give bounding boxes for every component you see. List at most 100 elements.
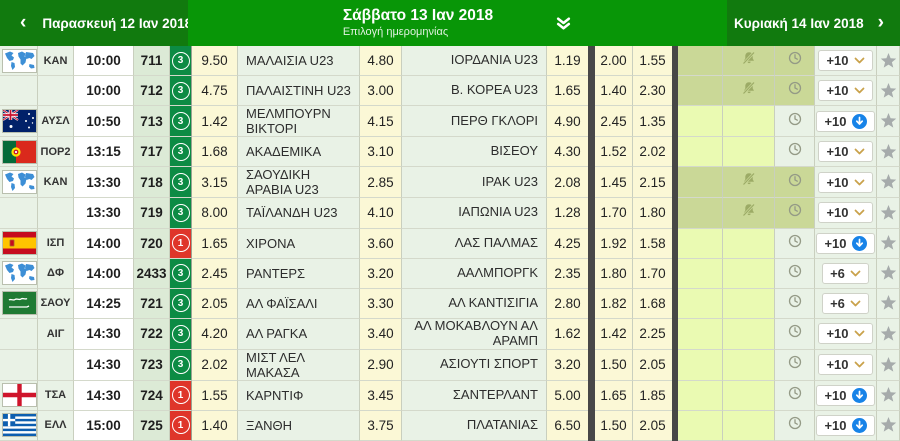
favorite-star-icon[interactable] xyxy=(877,137,900,168)
markets-count-badge[interactable]: 1 xyxy=(170,380,192,411)
odds-under-button[interactable]: 1.35 xyxy=(633,106,672,138)
odds-under-button[interactable]: 1.85 xyxy=(633,380,672,411)
odds-draw-button[interactable]: 4.80 xyxy=(360,46,402,77)
favorite-star-icon[interactable] xyxy=(877,349,900,381)
markets-count-badge[interactable]: 3 xyxy=(170,76,192,107)
odds-under-button[interactable]: 1.58 xyxy=(633,228,672,259)
odds-draw-button[interactable]: 3.30 xyxy=(360,288,402,319)
match-timer-cell[interactable] xyxy=(775,106,815,138)
more-odds-button[interactable]: +10 xyxy=(818,171,873,193)
markets-count-badge[interactable]: 3 xyxy=(170,167,192,199)
match-timer-cell[interactable] xyxy=(775,137,815,168)
odds-under-button[interactable]: 2.05 xyxy=(633,410,672,441)
markets-count-badge[interactable]: 3 xyxy=(170,349,192,381)
more-odds-button[interactable]: +10 xyxy=(816,110,875,132)
odds-over-button[interactable]: 1.70 xyxy=(595,198,633,229)
match-timer-cell[interactable] xyxy=(775,380,815,411)
favorite-star-icon[interactable] xyxy=(877,318,900,350)
odds-away-button[interactable]: 6.50 xyxy=(547,410,588,441)
markets-count-badge[interactable]: 1 xyxy=(170,410,192,441)
date-picker-button[interactable]: Σάββατο 13 Ιαν 2018 Επιλογή ημερομηνίας xyxy=(188,0,727,46)
odds-away-button[interactable]: 3.20 xyxy=(547,349,588,381)
odds-draw-button[interactable]: 3.60 xyxy=(360,228,402,259)
more-odds-button[interactable]: +10 xyxy=(818,141,873,163)
match-timer-cell[interactable] xyxy=(775,410,815,441)
odds-draw-button[interactable]: 4.10 xyxy=(360,198,402,229)
more-odds-button[interactable]: +6 xyxy=(822,292,869,314)
match-timer-cell[interactable] xyxy=(775,228,815,259)
next-day-button[interactable]: Κυριακή 14 Ιαν 2018 › xyxy=(727,0,900,46)
favorite-star-icon[interactable] xyxy=(877,167,900,199)
more-odds-button[interactable]: +10 xyxy=(816,384,875,406)
odds-under-button[interactable]: 1.70 xyxy=(633,258,672,289)
odds-away-button[interactable]: 2.80 xyxy=(547,288,588,319)
odds-over-button[interactable]: 1.52 xyxy=(595,137,633,168)
match-timer-cell[interactable] xyxy=(775,288,815,319)
more-odds-button[interactable]: +10 xyxy=(818,202,873,224)
odds-home-button[interactable]: 1.55 xyxy=(192,380,238,411)
markets-count-badge[interactable]: 3 xyxy=(170,46,192,77)
more-odds-button[interactable]: +10 xyxy=(818,50,873,72)
favorite-star-icon[interactable] xyxy=(877,228,900,259)
odds-under-button[interactable]: 2.15 xyxy=(633,167,672,199)
odds-over-button[interactable]: 1.40 xyxy=(595,76,633,107)
markets-count-badge[interactable]: 3 xyxy=(170,288,192,319)
odds-home-button[interactable]: 1.42 xyxy=(192,106,238,138)
odds-home-button[interactable]: 2.05 xyxy=(192,288,238,319)
match-timer-cell[interactable] xyxy=(775,349,815,381)
odds-over-button[interactable]: 1.82 xyxy=(595,288,633,319)
more-odds-button[interactable]: +10 xyxy=(816,414,875,436)
odds-draw-button[interactable]: 3.00 xyxy=(360,76,402,107)
odds-away-button[interactable]: 4.25 xyxy=(547,228,588,259)
odds-home-button[interactable]: 1.65 xyxy=(192,228,238,259)
markets-count-badge[interactable]: 3 xyxy=(170,198,192,229)
odds-away-button[interactable]: 1.65 xyxy=(547,76,588,107)
more-odds-button[interactable]: +10 xyxy=(818,80,873,102)
odds-draw-button[interactable]: 3.75 xyxy=(360,410,402,441)
markets-count-badge[interactable]: 3 xyxy=(170,137,192,168)
odds-over-button[interactable]: 2.00 xyxy=(595,46,633,77)
match-timer-cell[interactable] xyxy=(775,318,815,350)
match-timer-cell[interactable] xyxy=(775,76,815,107)
odds-under-button[interactable]: 1.55 xyxy=(633,46,672,77)
markets-count-badge[interactable]: 3 xyxy=(170,106,192,138)
match-timer-cell[interactable] xyxy=(775,167,815,199)
odds-draw-button[interactable]: 2.85 xyxy=(360,167,402,199)
odds-away-button[interactable]: 2.08 xyxy=(547,167,588,199)
odds-over-button[interactable]: 2.45 xyxy=(595,106,633,138)
odds-home-button[interactable]: 4.20 xyxy=(192,318,238,350)
odds-home-button[interactable]: 3.15 xyxy=(192,167,238,199)
more-odds-button[interactable]: +10 xyxy=(818,354,873,376)
match-timer-cell[interactable] xyxy=(775,198,815,229)
odds-over-button[interactable]: 1.50 xyxy=(595,349,633,381)
odds-draw-button[interactable]: 2.90 xyxy=(360,349,402,381)
favorite-star-icon[interactable] xyxy=(877,410,900,441)
odds-under-button[interactable]: 2.30 xyxy=(633,76,672,107)
odds-draw-button[interactable]: 3.20 xyxy=(360,258,402,289)
odds-home-button[interactable]: 1.40 xyxy=(192,410,238,441)
odds-home-button[interactable]: 9.50 xyxy=(192,46,238,77)
odds-away-button[interactable]: 2.35 xyxy=(547,258,588,289)
favorite-star-icon[interactable] xyxy=(877,198,900,229)
odds-over-button[interactable]: 1.80 xyxy=(595,258,633,289)
odds-over-button[interactable]: 1.50 xyxy=(595,410,633,441)
markets-count-badge[interactable]: 1 xyxy=(170,228,192,259)
more-odds-button[interactable]: +6 xyxy=(822,262,869,284)
odds-away-button[interactable]: 1.19 xyxy=(547,46,588,77)
odds-under-button[interactable]: 2.02 xyxy=(633,137,672,168)
odds-under-button[interactable]: 2.25 xyxy=(633,318,672,350)
odds-home-button[interactable]: 1.68 xyxy=(192,137,238,168)
odds-over-button[interactable]: 1.92 xyxy=(595,228,633,259)
odds-away-button[interactable]: 5.00 xyxy=(547,380,588,411)
odds-home-button[interactable]: 2.02 xyxy=(192,349,238,381)
odds-away-button[interactable]: 4.90 xyxy=(547,106,588,138)
favorite-star-icon[interactable] xyxy=(877,106,900,138)
odds-away-button[interactable]: 1.28 xyxy=(547,198,588,229)
odds-home-button[interactable]: 8.00 xyxy=(192,198,238,229)
odds-draw-button[interactable]: 3.45 xyxy=(360,380,402,411)
favorite-star-icon[interactable] xyxy=(877,258,900,289)
markets-count-badge[interactable]: 3 xyxy=(170,258,192,289)
favorite-star-icon[interactable] xyxy=(877,46,900,77)
odds-home-button[interactable]: 2.45 xyxy=(192,258,238,289)
odds-over-button[interactable]: 1.42 xyxy=(595,318,633,350)
